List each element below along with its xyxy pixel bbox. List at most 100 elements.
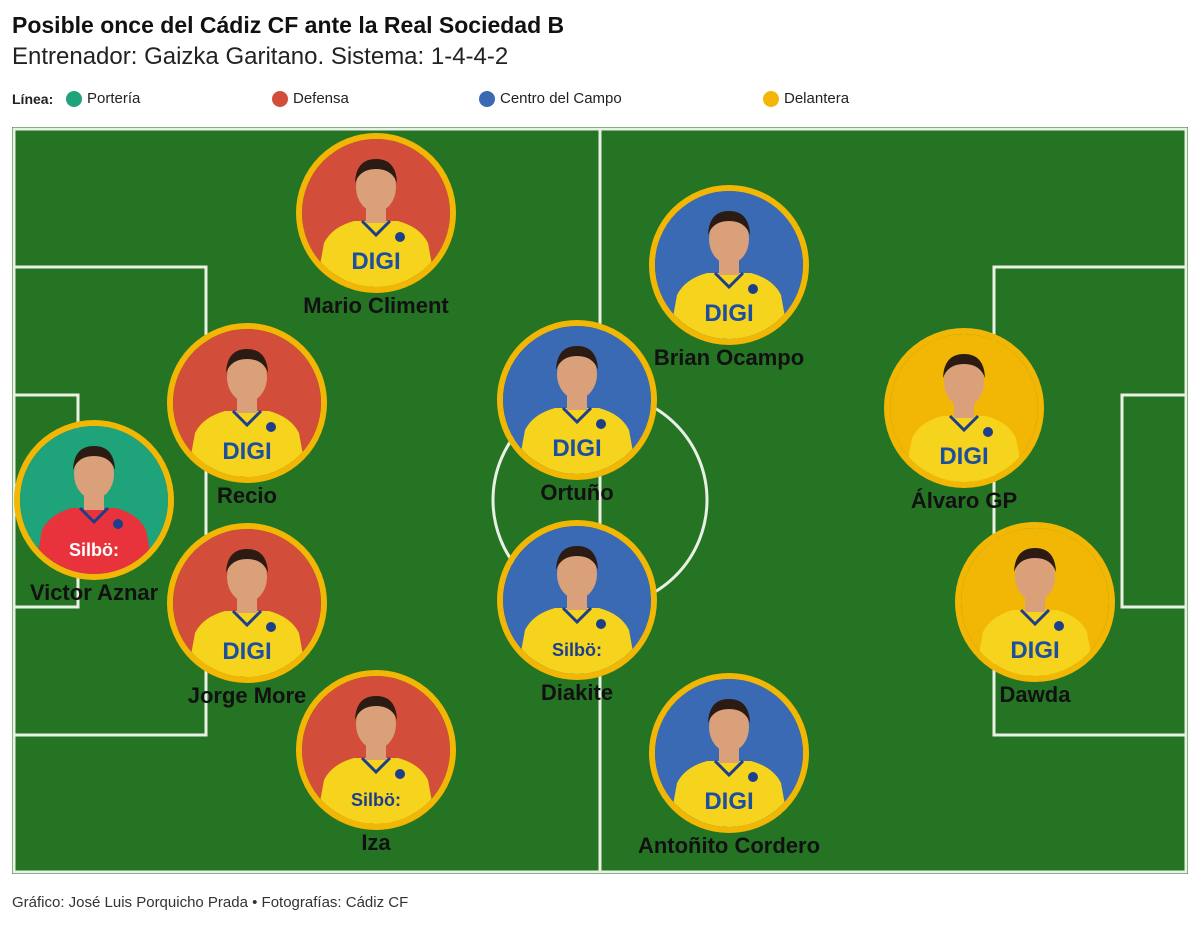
player-hair xyxy=(1014,548,1056,572)
player-hair xyxy=(73,446,115,470)
player-dawda: DIGI Dawda xyxy=(955,522,1115,722)
legend-title: Línea: xyxy=(12,91,54,107)
player-shirt xyxy=(187,611,307,677)
legend-dot-defensa xyxy=(272,90,288,107)
shirt-collar xyxy=(360,756,392,775)
legend: Línea: Portería Defensa Centro del Campo… xyxy=(12,90,1192,110)
player-shirt xyxy=(669,273,789,339)
player-name: Recio xyxy=(217,483,277,508)
player-alvaro-gp: DIGI Álvaro GP xyxy=(884,328,1044,528)
club-crest-icon xyxy=(748,772,758,782)
player-hair xyxy=(708,699,750,723)
player-face xyxy=(557,349,597,399)
legend-label-porteria: Portería xyxy=(87,90,141,107)
shirt-sponsor: DIGI xyxy=(939,443,988,470)
shirt-sponsor: DIGI xyxy=(704,788,753,815)
player-avatar: DIGI xyxy=(649,673,809,833)
player-name: Álvaro GP xyxy=(910,488,1018,513)
player-face xyxy=(557,549,597,599)
shirt-collar xyxy=(948,414,980,433)
player-name: Victor Aznar xyxy=(29,580,159,605)
player-shirt xyxy=(975,610,1095,676)
shirt-sponsor: DIGI xyxy=(222,438,271,465)
club-crest-icon xyxy=(395,232,405,242)
legend-dot-centro xyxy=(479,90,495,107)
player-shirt xyxy=(34,508,154,574)
player-hair xyxy=(355,696,397,720)
legend-item-porteria: Portería xyxy=(66,90,140,107)
legend-item-delantera: Delantera xyxy=(763,90,849,107)
player-ortuno: DIGI Ortuño xyxy=(497,320,657,520)
player-avatar: DIGI xyxy=(167,323,327,483)
legend-item-centro: Centro del Campo xyxy=(479,90,622,107)
player-photo: Silbö: xyxy=(20,426,168,574)
player-photo: Silbö: xyxy=(302,676,450,824)
club-crest-icon xyxy=(1054,621,1064,631)
player-diakite: Silbö: Diakite xyxy=(497,520,657,720)
shirt-sponsor: Silbö: xyxy=(351,790,401,810)
player-jorge-more: DIGI Jorge More xyxy=(167,523,327,723)
club-crest-icon xyxy=(983,427,993,437)
player-photo: DIGI xyxy=(961,528,1109,676)
shirt-collar xyxy=(561,606,593,625)
player-avatar: DIGI xyxy=(884,328,1044,488)
player-face xyxy=(227,552,267,602)
player-photo: DIGI xyxy=(173,529,321,677)
player-shirt xyxy=(517,408,637,474)
player-hair xyxy=(708,211,750,235)
player-name: Ortuño xyxy=(540,480,614,505)
player-photo: DIGI xyxy=(503,326,651,474)
player-name: Jorge More xyxy=(187,683,307,708)
legend-dot-porteria xyxy=(66,90,82,107)
shirt-sponsor: DIGI xyxy=(351,248,400,275)
player-shirt xyxy=(187,411,307,477)
shirt-sponsor: Silbö: xyxy=(69,540,119,560)
legend-label-centro: Centro del Campo xyxy=(500,90,622,107)
club-crest-icon xyxy=(748,284,758,294)
player-avatar: DIGI xyxy=(296,133,456,293)
player-recio: DIGI Recio xyxy=(167,323,327,523)
shirt-sponsor: DIGI xyxy=(222,638,271,665)
player-shirt xyxy=(316,758,436,824)
footer-credit: Gráfico: José Luis Porquicho Prada • Fot… xyxy=(12,894,409,911)
player-avatar: DIGI xyxy=(955,522,1115,682)
player-photo: DIGI xyxy=(173,329,321,477)
club-crest-icon xyxy=(266,622,276,632)
player-face xyxy=(74,449,114,499)
player-name: Diakite xyxy=(540,680,614,705)
player-avatar: DIGI xyxy=(649,185,809,345)
player-victor-aznar: Silbö: Victor Aznar xyxy=(14,420,174,620)
player-face xyxy=(356,699,396,749)
football-pitch xyxy=(12,127,1188,874)
club-crest-icon xyxy=(113,519,123,529)
player-shirt xyxy=(517,608,637,674)
player-face xyxy=(709,702,749,752)
player-hair xyxy=(226,549,268,573)
right-goal-area xyxy=(1120,393,1188,609)
player-face xyxy=(356,162,396,212)
club-crest-icon xyxy=(596,419,606,429)
legend-label-delantera: Delantera xyxy=(784,90,850,107)
player-face xyxy=(709,214,749,264)
shirt-sponsor: DIGI xyxy=(704,300,753,327)
player-brian-ocampo: DIGI Brian Ocampo xyxy=(649,185,809,385)
player-face xyxy=(227,352,267,402)
player-hair xyxy=(556,546,598,570)
player-photo: DIGI xyxy=(302,139,450,287)
shirt-collar xyxy=(231,409,263,428)
legend-dot-delantera xyxy=(763,90,779,107)
player-face xyxy=(944,357,984,407)
player-shirt xyxy=(669,761,789,827)
player-avatar: Silbö: xyxy=(296,670,456,830)
club-crest-icon xyxy=(395,769,405,779)
shirt-sponsor: DIGI xyxy=(552,435,601,462)
shirt-collar xyxy=(713,759,745,778)
player-shirt xyxy=(316,221,436,287)
club-crest-icon xyxy=(596,619,606,629)
shirt-collar xyxy=(713,271,745,290)
player-hair xyxy=(355,159,397,183)
page-subtitle: Entrenador: Gaizka Garitano. Sistema: 1-… xyxy=(12,43,509,70)
player-avatar: DIGI xyxy=(497,320,657,480)
player-photo: DIGI xyxy=(655,191,803,339)
shirt-collar xyxy=(360,219,392,238)
